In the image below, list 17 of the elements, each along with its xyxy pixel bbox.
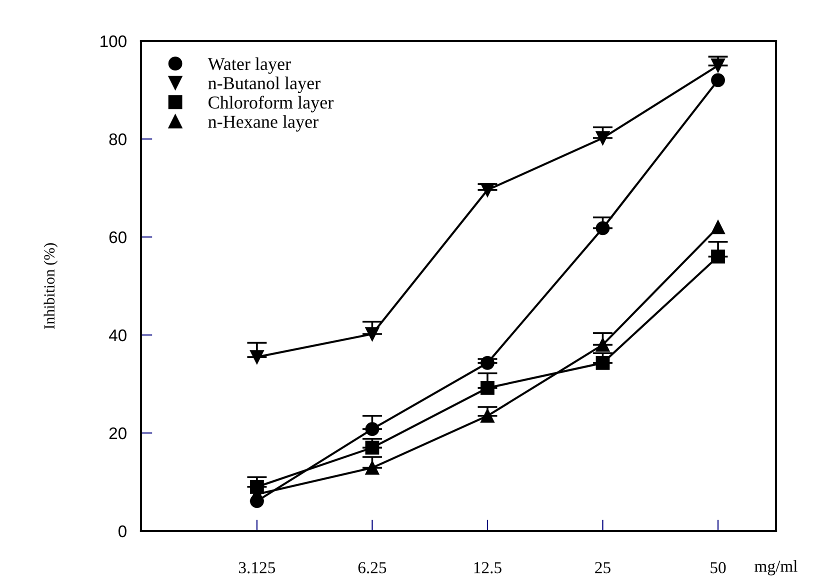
y-tick-label: 60 bbox=[109, 231, 126, 244]
x-tick-label: 50 bbox=[710, 562, 726, 574]
legend-label: Chloroform layer bbox=[208, 96, 334, 112]
x-tick-label: 12.5 bbox=[474, 562, 502, 574]
x-tick-label: 3.125 bbox=[239, 562, 276, 574]
legend-label: Water layer bbox=[208, 57, 291, 74]
y-tick-label: 0 bbox=[118, 525, 126, 538]
x-tick-label: 25 bbox=[595, 562, 610, 574]
legend-label: n-Hexane layer bbox=[208, 115, 318, 132]
y-tick-label: 20 bbox=[109, 427, 126, 440]
y-tick-label: 80 bbox=[109, 133, 126, 146]
x-tick-label: 6.25 bbox=[358, 562, 386, 574]
x-axis-title: mg/ml bbox=[754, 560, 798, 576]
legend-label: n-Butanol layer bbox=[208, 76, 320, 94]
y-tick-label: 100 bbox=[100, 35, 126, 48]
y-axis-title: Inhibition (%) bbox=[44, 243, 58, 329]
y-tick-label: 40 bbox=[108, 329, 126, 342]
